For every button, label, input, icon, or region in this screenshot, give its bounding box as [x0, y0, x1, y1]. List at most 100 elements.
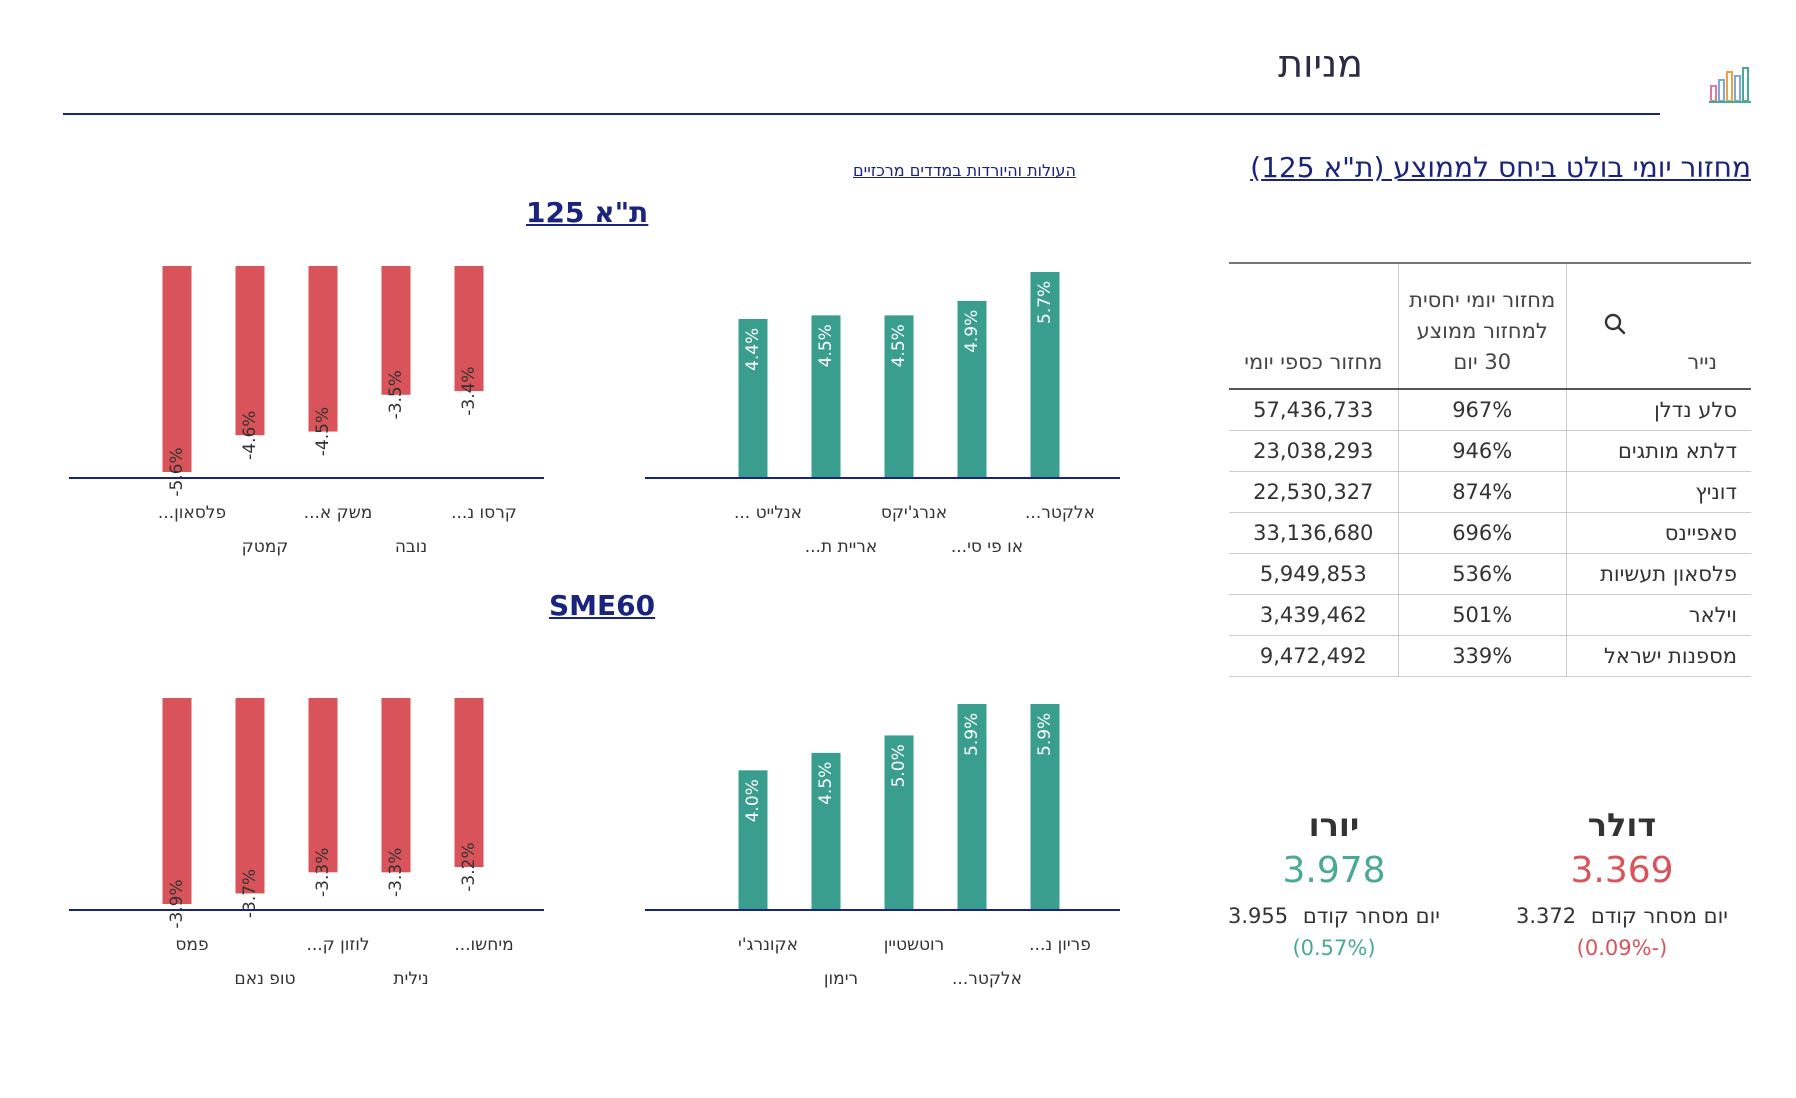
bar[interactable]: [235, 266, 265, 436]
bar[interactable]: [454, 698, 484, 868]
volume-table: נייר מחזור יומי יחסית למחזור ממוצע 30 יו…: [1229, 262, 1751, 677]
table-row[interactable]: סאפיינס 696% 33,136,680: [1229, 512, 1751, 554]
ta125-losers-chart: -3.4% קרסו נ... -3.5% נובה -4.5% משק א... -4.6…: [69, 266, 544, 557]
bar-value-label: 4.0%: [743, 779, 763, 822]
dollar-prev-value: 3.372: [1516, 904, 1577, 928]
bar-value-label: -3.9%: [167, 879, 187, 928]
cell-volume: 22,530,327: [1229, 471, 1399, 513]
category-label: אלקטר...: [1025, 503, 1095, 523]
bar[interactable]: [884, 315, 914, 478]
euro-prev-label: יום מסחר קודם: [1302, 904, 1440, 928]
dollar-rate: 3.369: [1570, 850, 1674, 891]
table-row[interactable]: סלע נדלן 967% 57,436,733: [1229, 389, 1751, 431]
bar[interactable]: [162, 266, 192, 472]
category-label: לוזון ק...: [306, 935, 369, 955]
sme60-gainers-chart: 5.9% פריון נ... 5.9% אלקטר... 5.0% רוטשטיין 4.…: [645, 704, 1120, 989]
table-row[interactable]: דלתא מותגים 946% 23,038,293: [1229, 430, 1751, 472]
bar[interactable]: [884, 735, 914, 910]
category-label: פריון נ...: [1029, 935, 1091, 955]
column-header-name-label: נייר: [1687, 350, 1717, 374]
dollar-change: (-0.09%): [1576, 936, 1668, 960]
cell-name[interactable]: וילאר: [1566, 594, 1751, 636]
bar[interactable]: [381, 698, 411, 873]
cell-name[interactable]: דוניץ: [1566, 471, 1751, 513]
cell-name[interactable]: סלע נדלן: [1566, 389, 1751, 431]
table-row[interactable]: מספנות ישראל 339% 9,472,492: [1229, 635, 1751, 677]
cell-volume: 23,038,293: [1229, 430, 1399, 472]
euro-widget: יורו 3.978 יום מסחר קודם 3.955 (0.57%): [1214, 806, 1454, 960]
ta125-title[interactable]: ת"א 125: [526, 196, 649, 229]
bar-value-label: -5.6%: [167, 447, 187, 496]
table-row[interactable]: פלסאון תעשיות 536% 5,949,853: [1229, 553, 1751, 595]
dollar-prev-row: יום מסחר קודם 3.372: [1502, 904, 1742, 928]
bar-value-label: -3.7%: [240, 869, 260, 918]
bar-value-label: 4.9%: [962, 310, 982, 353]
column-header-relative[interactable]: מחזור יומי יחסית למחזור ממוצע 30 יום: [1398, 262, 1567, 390]
category-label: רימון: [824, 969, 858, 989]
bar-value-label: -3.5%: [386, 370, 406, 419]
sme60-title[interactable]: SME60: [549, 589, 656, 622]
sme60-losers-chart: -3.2% מיחשו... -3.3% נילית -3.3% לוזון ק... -3…: [69, 698, 544, 989]
cell-name[interactable]: פלסאון תעשיות: [1566, 553, 1751, 595]
bar[interactable]: [811, 315, 841, 478]
bar[interactable]: [957, 704, 987, 910]
table-row[interactable]: דוניץ 874% 22,530,327: [1229, 471, 1751, 513]
category-label: אקונרג'י: [738, 935, 798, 955]
euro-rate: 3.978: [1282, 850, 1386, 891]
bar[interactable]: [1030, 272, 1060, 478]
category-label: אריית ת...: [805, 537, 878, 557]
bar-value-label: 4.5%: [816, 762, 836, 805]
column-header-name[interactable]: נייר: [1566, 262, 1751, 390]
cell-volume: 33,136,680: [1229, 512, 1399, 554]
bar-value-label: -4.6%: [240, 411, 260, 460]
bar[interactable]: [308, 698, 338, 873]
bar[interactable]: [738, 770, 768, 910]
cell-volume: 3,439,462: [1229, 594, 1399, 636]
dollar-prev-label: יום מסחר קודם: [1590, 904, 1728, 928]
category-label: נילית: [393, 969, 428, 989]
cell-relative: 696%: [1398, 512, 1567, 554]
bar[interactable]: [1030, 704, 1060, 910]
bar-chart-logo-icon: [1709, 67, 1751, 103]
category-label: רוטשטיין: [884, 935, 945, 955]
category-label: מיחשו...: [454, 935, 513, 955]
cell-relative: 874%: [1398, 471, 1567, 513]
volume-table-title[interactable]: מחזור יומי בולט ביחס לממוצע (ת"א 125): [1250, 151, 1751, 184]
bar-value-label: 4.5%: [889, 324, 909, 367]
category-label: קרסו נ...: [451, 503, 517, 523]
bar-value-label: -3.3%: [313, 848, 333, 897]
dollar-label: דולר: [1587, 806, 1657, 844]
category-label: טופ נאם: [234, 969, 295, 989]
bar[interactable]: [162, 698, 192, 904]
bar-value-label: -3.4%: [459, 366, 479, 415]
search-icon[interactable]: [1603, 312, 1627, 336]
cell-volume: 5,949,853: [1229, 553, 1399, 595]
cell-name[interactable]: סאפיינס: [1566, 512, 1751, 554]
euro-prev-value: 3.955: [1228, 904, 1289, 928]
bar[interactable]: [738, 318, 768, 478]
bar-value-label: 4.4%: [743, 328, 763, 371]
bar-value-label: 5.7%: [1035, 281, 1055, 324]
cell-name[interactable]: דלתא מותגים: [1566, 430, 1751, 472]
bar[interactable]: [308, 266, 338, 432]
cell-relative: 501%: [1398, 594, 1567, 636]
euro-prev-row: יום מסחר קודם 3.955: [1214, 904, 1454, 928]
bar-value-label: 5.0%: [889, 744, 909, 787]
bar-value-label: -3.2%: [459, 842, 479, 891]
cell-name[interactable]: מספנות ישראל: [1566, 635, 1751, 677]
category-label: אנלייט ...: [734, 503, 802, 523]
cell-relative: 967%: [1398, 389, 1567, 431]
bar[interactable]: [454, 266, 484, 392]
category-label: משק א...: [304, 503, 373, 523]
table-row[interactable]: וילאר 501% 3,439,462: [1229, 594, 1751, 636]
bar[interactable]: [957, 300, 987, 478]
category-label: אלקטר...: [952, 969, 1022, 989]
bar[interactable]: [811, 752, 841, 910]
column-header-volume[interactable]: מחזור כספי יומי: [1229, 262, 1399, 390]
movers-link[interactable]: העולות והיורדות במדדים מרכזיים: [853, 161, 1076, 180]
bar[interactable]: [235, 698, 265, 894]
category-label: או פי סי...: [951, 537, 1023, 557]
bar[interactable]: [381, 266, 411, 395]
cell-relative: 339%: [1398, 635, 1567, 677]
category-label: נובה: [395, 537, 427, 557]
